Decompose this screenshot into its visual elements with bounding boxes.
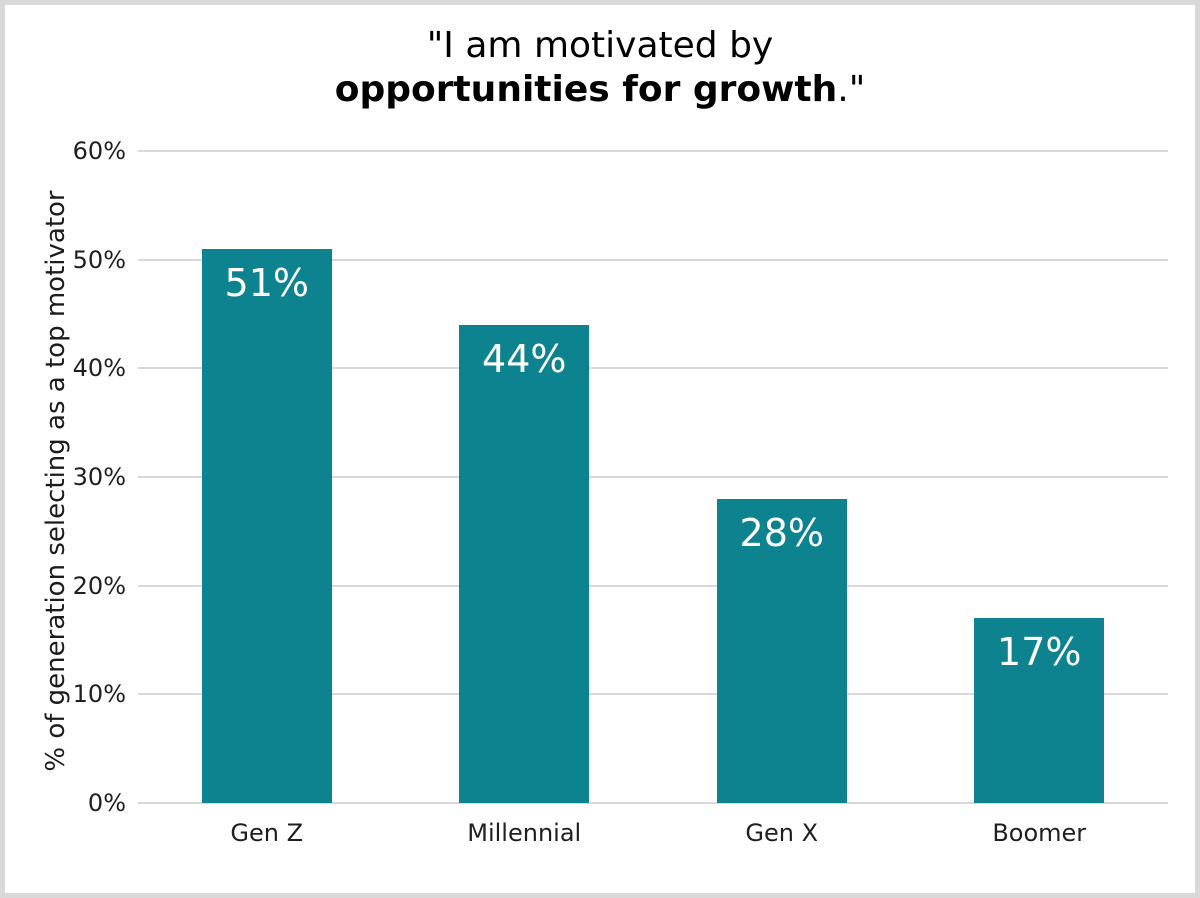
y-axis-ticks: 0% 10% 20% 30% 40% 50% 60%: [0, 137, 126, 817]
y-tick-label: 30%: [72, 463, 126, 491]
x-axis-label: Gen Z: [230, 819, 304, 847]
chart-title: "I am motivated by opportunities for gro…: [0, 24, 1200, 112]
x-axis-label: Gen X: [745, 819, 819, 847]
plot-area: 51% 44% 28% 17%: [138, 150, 1168, 804]
x-axis-label: Millennial: [467, 819, 582, 847]
chart-title-line2: opportunities for growth.": [0, 68, 1200, 112]
chart-title-line1: "I am motivated by: [426, 25, 774, 66]
bar-value-label: 28%: [739, 510, 824, 555]
chart-title-line2-suffix: .": [837, 69, 866, 110]
x-axis-labels: Gen Z Millennial Gen X Boomer: [138, 818, 1168, 858]
chart-title-line2-bold: opportunities for growth: [334, 69, 838, 110]
gridline: [138, 150, 1168, 152]
gridline: [138, 584, 1168, 587]
y-tick-label: 20%: [72, 571, 126, 600]
bar-value-label: 44%: [482, 336, 567, 381]
x-axis-label: Boomer: [992, 819, 1087, 847]
y-tick-label: 0%: [87, 789, 126, 817]
y-tick-label: 40%: [72, 354, 126, 383]
bar-value-label: 51%: [224, 260, 309, 305]
y-tick-label: 60%: [72, 137, 126, 165]
bar: 17%: [974, 618, 1105, 803]
gridline: [138, 258, 1168, 261]
bar: 28%: [716, 498, 847, 803]
y-tick-label: 50%: [72, 245, 126, 274]
bar: 44%: [459, 324, 590, 803]
bar-value-label: 17%: [997, 630, 1082, 675]
gridline: [138, 476, 1168, 478]
y-tick-label: 10%: [72, 680, 126, 709]
gridline: [138, 367, 1168, 370]
gridline: [138, 802, 1168, 804]
bar: 51%: [201, 248, 332, 803]
gridline: [138, 693, 1168, 696]
